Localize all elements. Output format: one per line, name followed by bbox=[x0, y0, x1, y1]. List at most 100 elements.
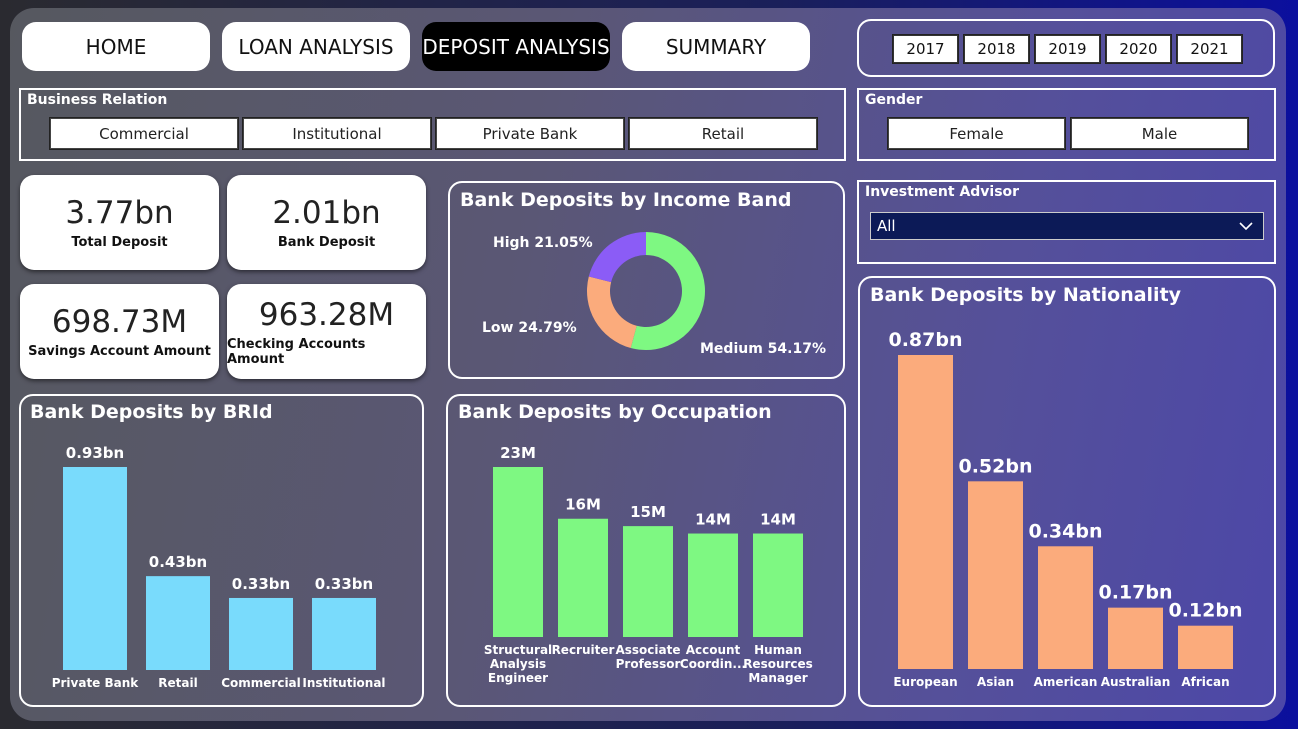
nav-summary-button[interactable]: SUMMARY bbox=[622, 22, 810, 71]
investment-advisor-dropdown[interactable]: All bbox=[870, 212, 1264, 240]
investment-advisor-value: All bbox=[877, 217, 896, 235]
data-label: 0.43bn bbox=[149, 553, 207, 571]
data-label: 0.52bn bbox=[958, 455, 1032, 477]
gender-title: Gender bbox=[865, 92, 923, 108]
bar[interactable] bbox=[1178, 625, 1233, 669]
donut-label: Low 24.79% bbox=[482, 320, 577, 336]
category-label: Structural bbox=[484, 643, 552, 657]
bar[interactable] bbox=[558, 518, 608, 637]
nationality-title: Bank Deposits by Nationality bbox=[870, 284, 1182, 306]
category-label: Engineer bbox=[488, 671, 548, 685]
kpi-savings-account-amount: 698.73M Savings Account Amount bbox=[20, 284, 219, 379]
bar[interactable] bbox=[623, 526, 673, 637]
category-label: Human bbox=[754, 643, 802, 657]
category-label: Associate bbox=[615, 643, 680, 657]
data-label: 0.34bn bbox=[1028, 520, 1102, 542]
data-label: 0.93bn bbox=[66, 444, 124, 462]
brid-panel bbox=[19, 394, 424, 707]
category-label: Retail bbox=[158, 676, 197, 690]
year-slicer bbox=[857, 19, 1275, 77]
donut-slice-high[interactable] bbox=[588, 232, 646, 283]
year-2017-button[interactable]: 2017 bbox=[892, 34, 959, 64]
bar[interactable] bbox=[968, 481, 1023, 669]
donut-slice-medium[interactable] bbox=[630, 232, 705, 350]
data-label: 14M bbox=[760, 511, 796, 529]
bar[interactable] bbox=[229, 597, 293, 670]
investment-advisor-slicer bbox=[857, 180, 1276, 264]
kpi-checking-accounts-amount: 963.28M Checking Accounts Amount bbox=[227, 284, 426, 379]
category-label: Resources bbox=[743, 657, 813, 671]
data-label: 0.33bn bbox=[232, 575, 290, 593]
donut-label: High 21.05% bbox=[493, 235, 593, 251]
income-band-title: Bank Deposits by Income Band bbox=[460, 189, 792, 211]
year-2019-button[interactable]: 2019 bbox=[1034, 34, 1101, 64]
brid-title: Bank Deposits by BRId bbox=[30, 401, 273, 423]
bar[interactable] bbox=[63, 467, 127, 670]
kpi-label: Checking Accounts Amount bbox=[227, 336, 366, 367]
nationality-panel bbox=[858, 276, 1276, 707]
kpi-value: 963.28M bbox=[258, 296, 395, 333]
year-2021-button[interactable]: 2021 bbox=[1176, 34, 1243, 64]
bar[interactable] bbox=[1038, 546, 1093, 669]
category-label: Institutional bbox=[302, 676, 385, 690]
bar[interactable] bbox=[493, 467, 543, 637]
data-label: 0.87bn bbox=[888, 329, 962, 351]
category-label: Commercial bbox=[221, 676, 301, 690]
nav-loan-analysis-button[interactable]: LOAN ANALYSIS bbox=[222, 22, 410, 71]
kpi-value: 2.01bn bbox=[272, 195, 381, 231]
category-label: Recruiter bbox=[552, 643, 615, 657]
investment-advisor-title: Investment Advisor bbox=[865, 184, 1020, 200]
kpi-value: 3.77bn bbox=[65, 195, 174, 231]
donut-slice-low[interactable] bbox=[587, 276, 637, 348]
category-label: Coordin... bbox=[680, 657, 746, 671]
kpi-bank-deposit: 2.01bn Bank Deposit bbox=[227, 175, 426, 270]
business-relation-slicer bbox=[19, 88, 846, 161]
chevron-down-icon bbox=[1239, 222, 1253, 231]
kpi-total-deposit: 3.77bn Total Deposit bbox=[20, 175, 219, 270]
year-2018-button[interactable]: 2018 bbox=[963, 34, 1030, 64]
bar[interactable] bbox=[753, 533, 803, 637]
category-label: Private Bank bbox=[52, 676, 140, 690]
bar[interactable] bbox=[146, 576, 210, 670]
bar[interactable] bbox=[898, 355, 953, 669]
data-label: 14M bbox=[695, 511, 731, 529]
income-band-panel bbox=[448, 181, 845, 379]
year-2020-button[interactable]: 2020 bbox=[1105, 34, 1172, 64]
category-label: European bbox=[893, 675, 957, 689]
occupation-panel bbox=[446, 394, 846, 707]
occupation-title: Bank Deposits by Occupation bbox=[458, 401, 772, 423]
income-band-donut-chart: Medium 54.17% Low 24.79% High 21.05% bbox=[482, 232, 826, 357]
category-label: Analysis bbox=[490, 657, 546, 671]
nav-deposit-analysis-button[interactable]: DEPOSIT ANALYSIS bbox=[422, 22, 610, 71]
category-label: Asian bbox=[977, 675, 1014, 689]
business-relation-institutional[interactable]: Institutional bbox=[242, 117, 432, 150]
data-label: 0.17bn bbox=[1098, 582, 1172, 604]
category-label: American bbox=[1034, 675, 1098, 689]
category-label: Professor bbox=[616, 657, 681, 671]
business-relation-retail[interactable]: Retail bbox=[628, 117, 818, 150]
business-relation-private-bank[interactable]: Private Bank bbox=[435, 117, 625, 150]
gender-slicer bbox=[857, 88, 1276, 161]
data-label: 15M bbox=[630, 503, 666, 521]
nav-home-button[interactable]: HOME bbox=[22, 22, 210, 71]
bar[interactable] bbox=[688, 533, 738, 637]
category-label: African bbox=[1181, 675, 1229, 689]
data-label: 23M bbox=[500, 444, 536, 462]
category-label: Australian bbox=[1101, 675, 1171, 689]
kpi-label: Total Deposit bbox=[71, 235, 168, 250]
bar[interactable] bbox=[312, 597, 376, 670]
bar[interactable] bbox=[1108, 607, 1163, 669]
data-label: 16M bbox=[565, 496, 601, 514]
gender-female[interactable]: Female bbox=[887, 117, 1066, 150]
category-label: Account bbox=[686, 643, 741, 657]
gender-male[interactable]: Male bbox=[1070, 117, 1249, 150]
business-relation-title: Business Relation bbox=[27, 92, 168, 108]
donut-label: Medium 54.17% bbox=[700, 341, 826, 357]
data-label: 0.12bn bbox=[1168, 600, 1242, 622]
business-relation-commercial[interactable]: Commercial bbox=[49, 117, 239, 150]
data-label: 0.33bn bbox=[315, 575, 373, 593]
nationality-bar-chart: 0.87bn European 0.52bn Asian 0.34bn American 0… bbox=[888, 329, 1242, 689]
category-label: Manager bbox=[748, 671, 807, 685]
brid-bar-chart: 0.93bn Private Bank 0.43bn Retail 0.33bn Comm… bbox=[52, 444, 386, 690]
